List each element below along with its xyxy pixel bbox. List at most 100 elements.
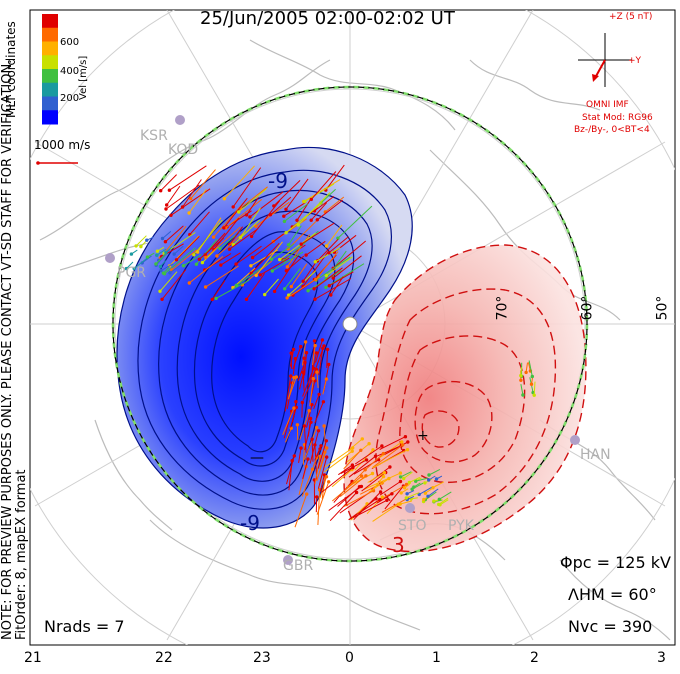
velocity-vector: [317, 239, 339, 262]
velocity-vector: [348, 455, 376, 478]
vector-origin: [320, 338, 325, 342]
site-pyk: PYK: [448, 518, 474, 534]
velocity-vector: [224, 165, 255, 200]
vector-origin: [519, 378, 523, 382]
vector-origin: [437, 502, 441, 507]
vector-origin: [426, 494, 430, 498]
velocity-vector: [400, 471, 412, 478]
velocity-vector: [250, 249, 278, 267]
vector-origin: [292, 454, 296, 458]
velocity-vector: [286, 255, 305, 272]
vector-origin: [270, 269, 274, 273]
colorbar-segment: [42, 110, 58, 125]
velocity-vector: [287, 376, 297, 400]
velocity-vector: [188, 256, 224, 284]
vector-origin: [315, 495, 319, 499]
velocity-vector: [319, 474, 325, 492]
vector-origin: [364, 458, 369, 462]
mlt-tick-0: 0: [345, 650, 354, 666]
velocity-vector: [363, 453, 384, 472]
velocity-vector: [304, 427, 318, 460]
vector-origin: [359, 448, 363, 452]
colorbar-tick-600: 600: [60, 37, 80, 48]
mlt-tick-21: 21: [24, 650, 42, 666]
velocity-vector: [223, 197, 248, 229]
vector-origin: [163, 240, 168, 244]
velocity-vector: [438, 497, 449, 505]
velocity-vector: [135, 235, 147, 247]
vector-origin: [398, 502, 402, 506]
colorbar-segment: [42, 55, 58, 70]
vector-origin: [381, 451, 386, 456]
velocity-vector: [188, 189, 207, 214]
vector-origin: [303, 340, 308, 344]
velocity-vector: [325, 164, 345, 191]
vector-origin: [310, 467, 315, 471]
velocity-vector: [165, 184, 200, 210]
velocity-vector: [313, 394, 320, 409]
velocity-vector: [304, 183, 335, 202]
imf-y-label: +Y: [628, 56, 642, 66]
colorbar-segment: [42, 82, 58, 97]
vector-origin: [315, 370, 319, 374]
velocity-vector: [169, 235, 200, 267]
velocity-vector: [255, 201, 290, 227]
velocity-vector: [292, 358, 296, 375]
velocity-vector: [303, 425, 307, 453]
vector-origin: [250, 255, 255, 260]
vector-origin: [234, 283, 239, 287]
velocity-vector: [310, 202, 328, 221]
vector-origin: [370, 471, 375, 476]
velocity-vector: [272, 251, 304, 272]
velocity-vector: [324, 447, 353, 468]
vector-origin: [532, 393, 536, 397]
velocity-vector: [285, 428, 292, 443]
vector-origin: [324, 273, 328, 278]
velocity-vector: [309, 378, 314, 407]
vector-origin: [387, 476, 391, 481]
vector-origin: [381, 474, 386, 479]
vector-origin: [427, 473, 431, 477]
vector-origin: [155, 249, 160, 253]
velocity-vector: [348, 499, 381, 521]
imf-condition: Bz-/By-, 0<BT<4: [574, 125, 650, 135]
velocity-vector: [311, 439, 314, 462]
site-ksr: KSR: [140, 128, 168, 144]
velocity-vector: [315, 256, 351, 281]
vector-origin: [139, 244, 143, 249]
velocity-vector: [160, 174, 177, 192]
velocity-vector: [274, 253, 300, 292]
velocity-vector: [314, 278, 352, 300]
vector-origin: [299, 242, 303, 246]
velocity-vector: [376, 493, 393, 504]
velocity-vector: [193, 219, 223, 256]
vector-origin: [194, 262, 199, 266]
vector-origin: [169, 213, 173, 217]
vector-origin: [323, 450, 327, 454]
vector-origin: [403, 435, 408, 439]
vector-origin: [313, 443, 317, 447]
velocity-vector: [285, 202, 323, 234]
velocity-vector: [161, 269, 187, 300]
velocity-vector: [292, 346, 302, 370]
vector-origin: [319, 444, 323, 448]
vector-origin: [311, 376, 315, 381]
vector-origin: [360, 437, 364, 441]
velocity-vector: [271, 243, 294, 260]
velocity-vector: [363, 472, 401, 490]
radar-site-markers: [105, 115, 580, 565]
velocity-vector: [169, 263, 183, 274]
velocity-vector: [238, 188, 267, 213]
vector-origin: [331, 276, 335, 280]
vector-origin: [530, 374, 534, 379]
velocity-vector: [190, 169, 216, 199]
contour-label-2: -9: [240, 511, 260, 535]
velocity-vector: [302, 368, 315, 397]
colorbar-tick-200: 200: [60, 93, 80, 104]
vector-origin: [263, 292, 267, 297]
vector-origin: [164, 250, 168, 255]
velocity-vector: [340, 459, 367, 474]
vector-origin: [289, 351, 293, 355]
vector-origin: [161, 271, 166, 275]
velocity-vector: [260, 257, 290, 276]
